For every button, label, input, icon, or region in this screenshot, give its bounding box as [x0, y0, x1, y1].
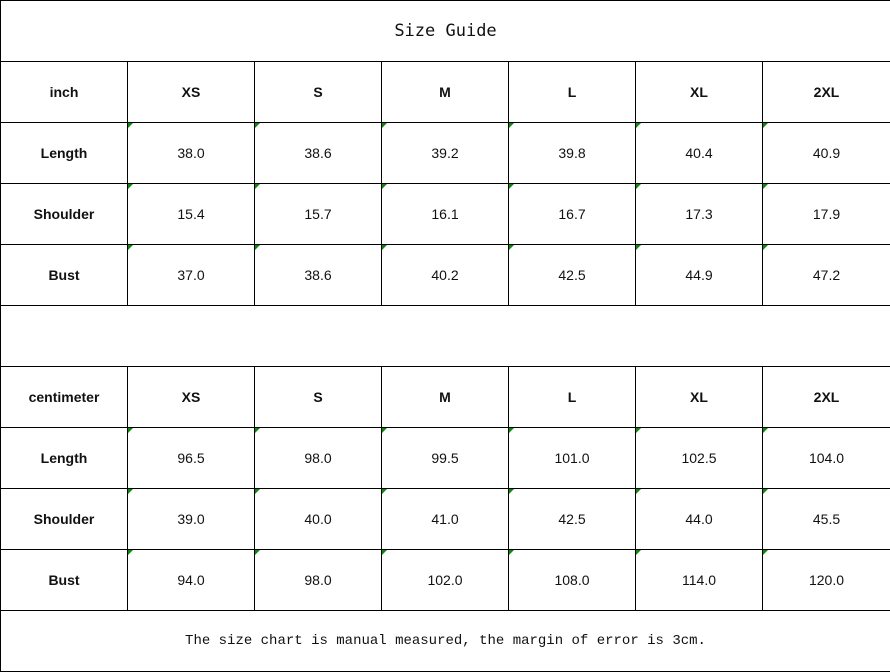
- size-header: 2XL: [762, 366, 890, 428]
- row-label: Bust: [0, 244, 128, 306]
- measurement-cell: 98.0: [254, 427, 382, 489]
- measurement-cell: 42.5: [508, 244, 636, 306]
- measurement-cell: 102.5: [635, 427, 763, 489]
- size-header: L: [508, 366, 636, 428]
- measurement-cell: 96.5: [127, 427, 255, 489]
- measurement-cell: 38.0: [127, 122, 255, 184]
- measurement-cell: 17.3: [635, 183, 763, 245]
- measurement-cell: 16.7: [508, 183, 636, 245]
- table-row: Shoulder 39.0 40.0 41.0 42.5 44.0 45.5: [0, 488, 890, 550]
- row-label: Length: [0, 427, 128, 489]
- measurement-cell: 98.0: [254, 549, 382, 611]
- table-row: Length 38.0 38.6 39.2 39.8 40.4 40.9: [0, 122, 890, 184]
- measurement-cell: 114.0: [635, 549, 763, 611]
- table-row: Bust 37.0 38.6 40.2 42.5 44.9 47.2: [0, 244, 890, 306]
- measurement-note: The size chart is manual measured, the m…: [0, 610, 890, 672]
- measurement-cell: 16.1: [381, 183, 509, 245]
- measurement-cell: 39.2: [381, 122, 509, 184]
- measurement-cell: 40.4: [635, 122, 763, 184]
- measurement-cell: 94.0: [127, 549, 255, 611]
- size-header: S: [254, 61, 382, 123]
- measurement-cell: 99.5: [381, 427, 509, 489]
- spacer-row: [0, 305, 890, 367]
- measurement-cell: 17.9: [762, 183, 890, 245]
- row-label: Bust: [0, 549, 128, 611]
- measurement-cell: 108.0: [508, 549, 636, 611]
- size-header: XL: [635, 366, 763, 428]
- measurement-cell: 120.0: [762, 549, 890, 611]
- row-label: Shoulder: [0, 488, 128, 550]
- measurement-cell: 44.0: [635, 488, 763, 550]
- measurement-cell: 15.4: [127, 183, 255, 245]
- measurement-cell: 104.0: [762, 427, 890, 489]
- measurement-cell: 39.8: [508, 122, 636, 184]
- size-header: XS: [127, 61, 255, 123]
- measurement-cell: 102.0: [381, 549, 509, 611]
- size-header: XL: [635, 61, 763, 123]
- table-row: Bust 94.0 98.0 102.0 108.0 114.0 120.0: [0, 549, 890, 611]
- measurement-cell: 38.6: [254, 122, 382, 184]
- measurement-cell: 40.9: [762, 122, 890, 184]
- measurement-cell: 15.7: [254, 183, 382, 245]
- size-guide-title: Size Guide: [0, 0, 890, 62]
- measurement-cell: 42.5: [508, 488, 636, 550]
- size-header: XS: [127, 366, 255, 428]
- measurement-cell: 39.0: [127, 488, 255, 550]
- header-row: centimeter XS S M L XL 2XL: [0, 366, 890, 428]
- unit-header: centimeter: [0, 366, 128, 428]
- size-header: M: [381, 61, 509, 123]
- measurement-cell: 101.0: [508, 427, 636, 489]
- size-header: 2XL: [762, 61, 890, 123]
- measurement-cell: 45.5: [762, 488, 890, 550]
- measurement-cell: 37.0: [127, 244, 255, 306]
- size-header: S: [254, 366, 382, 428]
- unit-header: inch: [0, 61, 128, 123]
- measurement-cell: 38.6: [254, 244, 382, 306]
- measurement-cell: 44.9: [635, 244, 763, 306]
- measurement-cell: 40.2: [381, 244, 509, 306]
- measurement-cell: 41.0: [381, 488, 509, 550]
- size-header: M: [381, 366, 509, 428]
- header-row: inch XS S M L XL 2XL: [0, 61, 890, 123]
- table-row: Shoulder 15.4 15.7 16.1 16.7 17.3 17.9: [0, 183, 890, 245]
- measurement-cell: 47.2: [762, 244, 890, 306]
- table-row: Length 96.5 98.0 99.5 101.0 102.5 104.0: [0, 427, 890, 489]
- row-label: Shoulder: [0, 183, 128, 245]
- measurement-cell: 40.0: [254, 488, 382, 550]
- size-header: L: [508, 61, 636, 123]
- row-label: Length: [0, 122, 128, 184]
